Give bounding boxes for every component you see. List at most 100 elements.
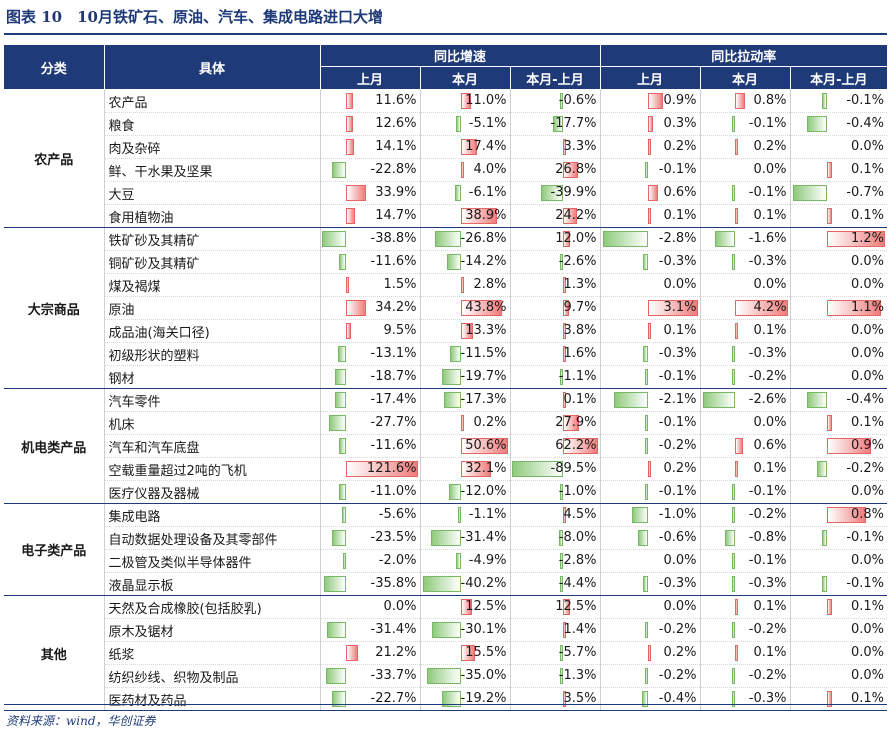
positive-data-bar [563,231,571,247]
negative-data-bar [643,254,649,270]
value-label: 62.2% [555,438,597,453]
item-name-cell: 煤及褐煤 [104,273,321,297]
value-label: -89.5% [550,461,597,476]
value-label: -22.7% [370,691,417,706]
value-cell: 0.1% [790,158,888,182]
value-label: 1.2% [851,231,885,246]
value-cell: -89.5% [510,457,601,481]
positive-data-bar [826,231,886,247]
negative-data-bar [645,484,649,500]
value-label: 14.7% [375,208,417,223]
value-cell: 121.6% [320,457,421,481]
negative-data-bar [643,576,649,592]
value-label: 0.1% [851,599,885,614]
negative-data-bar [821,93,827,109]
value-cell: 0.0% [790,549,888,573]
value-label: -31.4% [460,530,507,545]
value-label: -2.8% [658,231,697,246]
positive-data-bar [345,139,355,155]
table-row: 液晶显示板 -35.8% -40.2% -4.4% -0.3% -0.3% -0.1% [4,572,888,596]
value-cell: -0.1% [600,158,701,182]
value-cell: -8.0% [510,526,601,550]
value-cell: 14.7% [320,204,421,228]
value-cell: -18.7% [320,365,421,389]
value-cell: 33.9% [320,181,421,205]
value-cell: -2.6% [700,388,791,412]
negative-data-bar [338,254,346,270]
positive-data-bar [826,300,881,316]
positive-data-bar [460,461,491,477]
negative-data-bar [553,116,564,132]
value-cell: -30.1% [420,618,511,642]
value-cell: -19.7% [420,365,511,389]
value-label: -5.6% [378,507,417,522]
value-label: 9.5% [383,323,417,338]
value-cell: 0.0% [600,273,701,297]
value-label: 0.0% [753,415,787,430]
negative-data-bar [427,668,461,684]
value-cell: 0.9% [790,434,888,458]
value-cell: -0.3% [700,687,791,711]
table-row: 粮食 12.6% -5.1% -17.7% 0.3% -0.1% -0.4% [4,112,888,136]
value-cell: 1.5% [320,273,421,297]
negative-data-bar [342,553,346,569]
positive-data-bar [648,300,699,316]
value-cell: 26.8% [510,158,601,182]
value-cell: -0.1% [790,572,888,596]
positive-data-bar [563,208,577,224]
title-divider [4,33,887,35]
value-label: 34.2% [375,300,417,315]
value-label: 3.8% [563,323,597,338]
value-label: -0.1% [658,415,697,430]
header-col-this-month: 本月 [420,66,511,90]
negative-data-bar [329,415,346,431]
value-cell: -0.2% [600,664,701,688]
value-cell: -0.1% [790,89,888,113]
positive-data-bar [648,323,652,339]
value-label: -23.5% [370,530,417,545]
item-name-cell: 天然及合成橡胶(包括胶乳) [104,595,321,619]
value-label: -0.6% [658,530,697,545]
value-label: 17.4% [465,139,507,154]
value-cell: 0.0% [700,158,791,182]
value-cell: 24.2% [510,204,601,228]
negative-data-bar [326,622,346,638]
negative-data-bar [335,392,346,408]
value-cell: -4.4% [510,572,601,596]
header-col-this-month: 本月 [700,66,791,90]
positive-data-bar [735,139,739,155]
value-label: -0.1% [748,484,787,499]
item-name-cell: 鲜、干水果及坚果 [104,158,321,182]
table-row: 大豆 33.9% -6.1% -39.9% 0.6% -0.1% -0.7% [4,181,888,205]
value-label: 0.2% [663,645,697,660]
positive-data-bar [345,300,367,316]
value-cell: -0.3% [600,250,701,274]
value-cell: 0.0% [600,595,701,619]
negative-data-bar [732,116,736,132]
footer-divider [4,704,887,705]
positive-data-bar [563,438,599,454]
item-name-cell: 二极管及类似半导体器件 [104,549,321,573]
value-cell: -0.4% [790,388,888,412]
value-cell: 9.5% [320,319,421,343]
item-name-cell: 空载重量超过2吨的飞机 [104,457,321,481]
value-cell: 62.2% [510,434,601,458]
value-label: 0.6% [663,185,697,200]
value-cell: 0.2% [600,641,701,665]
value-label: -39.9% [550,185,597,200]
value-label: 3.3% [563,139,597,154]
item-name-cell: 纸浆 [104,641,321,665]
negative-data-bar [430,530,461,546]
negative-data-bar [702,392,736,408]
positive-data-bar [826,438,871,454]
value-cell: -4.9% [420,549,511,573]
positive-data-bar [460,323,474,339]
item-name-cell: 汽车和汽车底盘 [104,434,321,458]
negative-data-bar [602,231,649,247]
positive-data-bar [735,300,789,316]
value-cell: 21.2% [320,641,421,665]
value-cell: -23.5% [320,526,421,550]
negative-data-bar [338,438,346,454]
value-cell: 0.0% [790,135,888,159]
value-label: -8.0% [558,530,597,545]
